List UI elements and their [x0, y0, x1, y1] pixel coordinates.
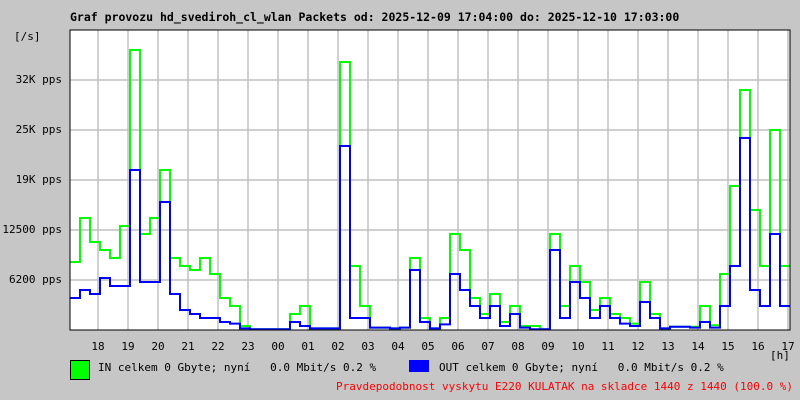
in-legend-text: IN celkem 0 Gbyte; nyní 0.0 Mbit/s 0.2 % [98, 361, 377, 374]
x-tick-label: 12 [631, 340, 645, 353]
x-tick-label: 19 [121, 340, 135, 353]
footer-note: Pravdepodobnost vyskytu E220 KULATAK na … [336, 380, 793, 393]
x-tick-label: 00 [271, 340, 285, 353]
x-tick-label: 13 [661, 340, 675, 353]
out-legend-swatch [409, 360, 429, 372]
x-tick-label: 16 [751, 340, 765, 353]
x-tick-label: 17 [781, 340, 795, 353]
x-tick-label: 03 [361, 340, 375, 353]
series-out-line [70, 137, 790, 331]
chart-title: Graf provozu hd_svediroh_cl_wlan Packets… [70, 10, 680, 24]
x-tick-label: 20 [151, 340, 165, 353]
in-legend-swatch [70, 360, 90, 380]
x-tick-label: 21 [181, 340, 195, 353]
y-tick-label: 25K pps [15, 123, 62, 136]
x-tick-label: 02 [331, 340, 345, 353]
y-tick-label: 6200 pps [9, 273, 62, 286]
y-tick-label: 32K pps [15, 73, 62, 86]
out-legend-text: OUT celkem 0 Gbyte; nyní 0.0 Mbit/s 0.2 … [439, 361, 724, 374]
x-tick-label: 10 [571, 340, 585, 353]
x-axis-unit: [h] [770, 349, 790, 362]
x-tick-label: 01 [301, 340, 315, 353]
x-tick-label: 06 [451, 340, 465, 353]
x-tick-label: 23 [241, 340, 255, 353]
x-tick-label: 15 [721, 340, 735, 353]
x-tick-label: 22 [211, 340, 225, 353]
y-tick-label: 12500 pps [2, 223, 62, 236]
x-tick-label: 09 [541, 340, 555, 353]
y-tick-label: 19K pps [15, 173, 62, 186]
x-tick-label: 14 [691, 340, 705, 353]
plot-border [69, 29, 791, 331]
x-tick-label: 07 [481, 340, 495, 353]
x-tick-label: 18 [91, 340, 105, 353]
y-axis-unit: [/s] [14, 30, 41, 43]
x-tick-label: 08 [511, 340, 525, 353]
x-tick-label: 11 [601, 340, 615, 353]
x-tick-label: 05 [421, 340, 435, 353]
x-tick-label: 04 [391, 340, 405, 353]
